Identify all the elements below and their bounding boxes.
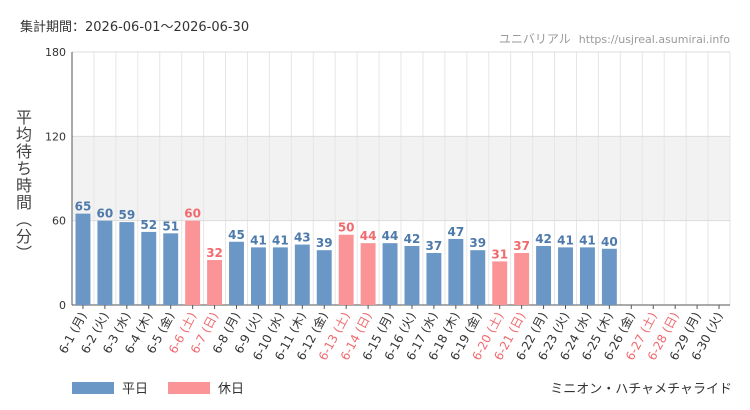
bar-value-label: 59 <box>118 208 135 222</box>
y-axis-label: 平均待ち時間（分） <box>13 108 32 262</box>
bar <box>448 238 464 305</box>
bar <box>426 252 442 305</box>
bar-value-label: 41 <box>272 233 289 247</box>
bar-value-label: 42 <box>404 232 421 246</box>
y-tick-label: 0 <box>59 299 66 312</box>
bar-value-label: 39 <box>316 236 333 250</box>
y-tick-label: 120 <box>45 130 66 143</box>
bar-value-label: 42 <box>535 232 552 246</box>
bar-value-label: 60 <box>184 207 201 221</box>
bar-value-label: 60 <box>97 207 114 221</box>
bar <box>382 243 398 305</box>
bar-value-label: 44 <box>360 229 377 243</box>
bar <box>536 245 552 305</box>
bar-value-label: 52 <box>140 218 157 232</box>
bar-value-label: 45 <box>228 228 245 242</box>
bar <box>579 247 595 305</box>
bar <box>141 231 157 305</box>
bar <box>404 245 420 305</box>
legend-label-holiday: 休日 <box>218 382 245 397</box>
site-credit[interactable]: ユニバリアル https://usjreal.asumirai.info <box>499 30 730 47</box>
bar <box>163 233 179 305</box>
bar-value-label: 32 <box>206 246 223 260</box>
bar <box>97 220 113 305</box>
bar <box>272 247 288 305</box>
bar <box>470 250 486 305</box>
bar-value-label: 51 <box>162 219 179 233</box>
legend: 平日 休日 <box>72 378 244 397</box>
bar-value-label: 31 <box>491 247 508 261</box>
legend-swatch-holiday <box>168 381 211 394</box>
site-url[interactable]: https://usjreal.asumirai.info <box>578 33 730 46</box>
bar <box>601 248 617 305</box>
bar <box>207 260 223 305</box>
bar-value-label: 65 <box>75 200 92 214</box>
legend-item-holiday[interactable]: 休日 <box>168 378 244 397</box>
bar-value-label: 44 <box>382 229 399 243</box>
bar-value-label: 40 <box>601 235 618 249</box>
site-name: ユニバリアル <box>498 32 571 46</box>
bar <box>294 244 310 305</box>
bar-value-label: 37 <box>513 239 530 253</box>
bar <box>229 241 244 305</box>
bar-value-label: 41 <box>579 233 596 247</box>
bar-value-label: 47 <box>447 225 464 239</box>
bar <box>492 261 508 305</box>
bar <box>558 247 573 305</box>
bar <box>119 222 135 305</box>
bar <box>514 252 530 305</box>
legend-label-weekday: 平日 <box>122 382 149 397</box>
bar-value-label: 41 <box>250 233 267 247</box>
bar <box>338 234 354 305</box>
aggregation-period: 集計期間：2026-06-01～2026-06-30 <box>20 20 250 35</box>
attraction-name: ミニオン・ハチャメチャライド <box>550 382 732 397</box>
legend-swatch-weekday <box>72 381 114 394</box>
y-tick-label: 180 <box>45 46 66 59</box>
bar-value-label: 41 <box>557 233 574 247</box>
bar <box>250 247 266 305</box>
bar <box>360 243 376 305</box>
bar <box>75 213 91 305</box>
bar-value-label: 37 <box>426 239 443 253</box>
bar <box>316 250 332 305</box>
bar <box>185 220 201 305</box>
bar-value-label: 43 <box>294 231 311 245</box>
bar-value-label: 50 <box>338 221 355 235</box>
bar-value-label: 39 <box>469 236 486 250</box>
legend-item-weekday[interactable]: 平日 <box>72 378 148 397</box>
y-tick-label: 60 <box>52 215 66 228</box>
